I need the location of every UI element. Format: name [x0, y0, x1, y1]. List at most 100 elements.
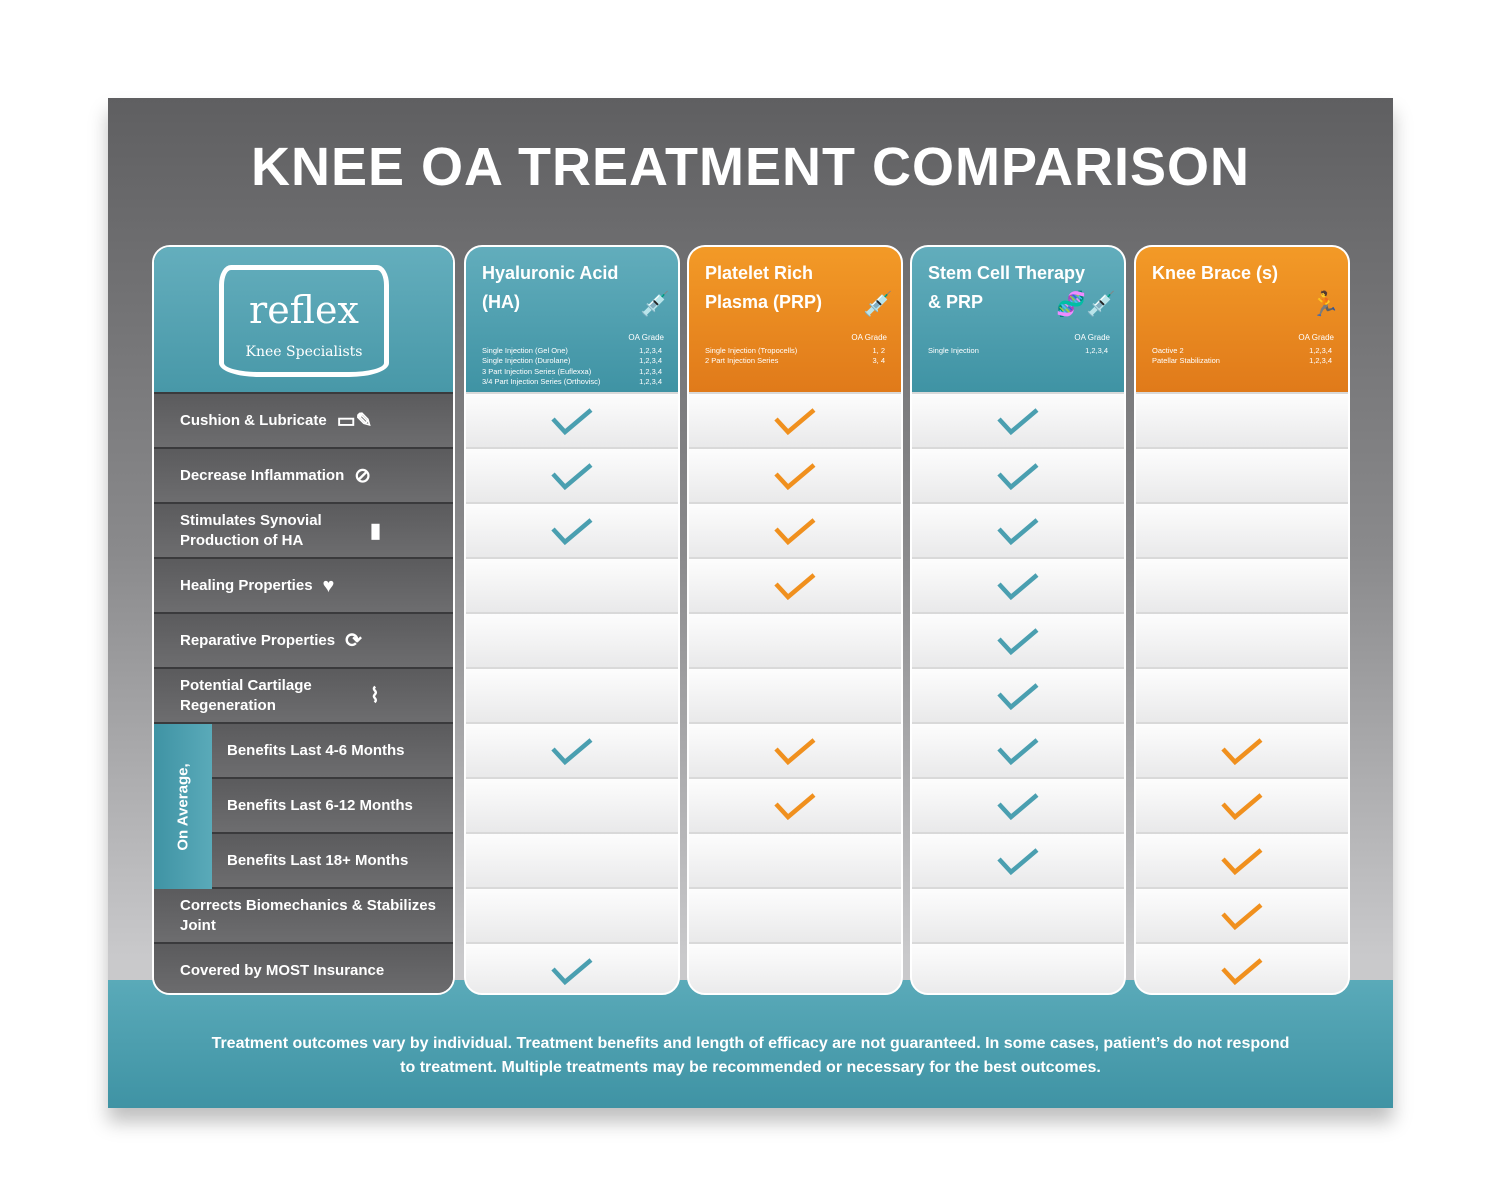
- comparison-cell: [689, 667, 901, 722]
- treatment-column: Hyaluronic Acid (HA) 💉 OA Grade Single I…: [464, 245, 680, 995]
- disclaimer-text: Treatment outcomes vary by individual. T…: [211, 1035, 1290, 1076]
- treatment-header: Knee Brace (s) 🏃 OA Grade Oactive 2 1,2,3…: [1136, 247, 1348, 392]
- checkmark-icon: [774, 517, 816, 545]
- comparison-cell: [689, 502, 901, 557]
- criteria-row: Corrects Biomechanics & Stabilizes Joint: [154, 887, 453, 942]
- criteria-label: Healing Properties: [180, 576, 313, 594]
- criteria-label: Stimulates Synovial Production of HA: [180, 511, 322, 549]
- treatment-option: Single Injection (Durolane) 1,2,3,4: [482, 356, 662, 366]
- comparison-cell: [912, 777, 1124, 832]
- comparison-cell: [1136, 667, 1348, 722]
- syringe-icon: 💉: [640, 291, 670, 318]
- logo-area: reflex Knee Specialists: [154, 247, 453, 392]
- criteria-label: Cushion & Lubricate: [180, 411, 327, 429]
- comparison-cell: [689, 887, 901, 942]
- checkmark-icon: [774, 462, 816, 490]
- comparison-cell: [466, 887, 678, 942]
- comparison-cell: [689, 832, 901, 887]
- running-person-icon: 🏃: [1310, 291, 1340, 318]
- oa-grade-label: OA Grade: [851, 333, 887, 342]
- comparison-cell: [912, 722, 1124, 777]
- treatment-header: Hyaluronic Acid (HA) 💉 OA Grade Single I…: [466, 247, 678, 392]
- checkmark-icon: [997, 627, 1039, 655]
- treatment-header: Platelet Rich Plasma (PRP) 💉 OA Grade Si…: [689, 247, 901, 392]
- comparison-cell: [1136, 942, 1348, 993]
- dna-syringe-icon: 🧬💉: [1056, 291, 1116, 318]
- checkmark-icon: [1221, 847, 1263, 875]
- comparison-cell: [689, 722, 901, 777]
- checkmark-icon: [551, 517, 593, 545]
- joint-icon: ▮: [370, 519, 382, 542]
- checkmark-icon: [997, 407, 1039, 435]
- comparison-cell: [1136, 777, 1348, 832]
- comparison-cell: [466, 612, 678, 667]
- comparison-cell: [912, 557, 1124, 612]
- infographic-card: Treatment outcomes vary by individual. T…: [108, 98, 1393, 1108]
- comparison-cell: [466, 722, 678, 777]
- criteria-label: Benefits Last 4-6 Months: [227, 741, 405, 759]
- comparison-cell: [912, 392, 1124, 447]
- refresh-gear-icon: ⟳: [345, 629, 362, 652]
- comparison-cell: [466, 502, 678, 557]
- reflex-logo: reflex Knee Specialists: [219, 265, 389, 377]
- criteria-row: Potential Cartilage Regeneration ⌇: [154, 667, 453, 722]
- treatment-name: Hyaluronic Acid (HA): [482, 263, 619, 312]
- oa-grade-label: OA Grade: [1298, 333, 1334, 342]
- treatment-name: Knee Brace (s): [1152, 263, 1279, 283]
- comparison-cell: [1136, 502, 1348, 557]
- criteria-row: Decrease Inflammation ⊘: [154, 447, 453, 502]
- comparison-cell: [689, 612, 901, 667]
- pillow-droplet-icon: ▭✎: [336, 409, 373, 432]
- treatment-column: Knee Brace (s) 🏃 OA Grade Oactive 2 1,2,3…: [1134, 245, 1350, 995]
- comparison-cell: [1136, 447, 1348, 502]
- comparison-cell: [689, 557, 901, 612]
- treatment-option: Patellar Stabilization 1,2,3,4: [1152, 356, 1332, 366]
- logo-name: reflex: [249, 288, 359, 332]
- comparison-cell: [466, 557, 678, 612]
- treatment-option: 3/4 Part Injection Series (Orthovisc) 1,2…: [482, 376, 662, 386]
- criteria-row: Stimulates Synovial Production of HA ▮: [154, 502, 453, 557]
- criteria-label: Benefits Last 18+ Months: [227, 851, 409, 869]
- comparison-cell: [1136, 887, 1348, 942]
- checkmark-icon: [997, 682, 1039, 710]
- treatment-option: Single Injection (Tropocells) 1, 2: [705, 346, 885, 355]
- checkmark-icon: [774, 792, 816, 820]
- comparison-cell: [1136, 612, 1348, 667]
- comparison-cell: [466, 832, 678, 887]
- checkmark-icon: [551, 407, 593, 435]
- on-average-label: On Average,: [154, 724, 212, 889]
- comparison-cell: [466, 392, 678, 447]
- checkmark-icon: [774, 572, 816, 600]
- syringe-icon: 💉: [863, 291, 893, 318]
- checkmark-icon: [1221, 792, 1263, 820]
- comparison-cell: [912, 447, 1124, 502]
- comparison-cell: [466, 667, 678, 722]
- treatment-option: 3 Part Injection Series (Euflexxa) 1,2,3,…: [482, 366, 662, 376]
- criteria-row: Covered by MOST Insurance: [154, 942, 453, 993]
- comparison-cell: [689, 392, 901, 447]
- knee-icon: ⌇: [370, 684, 380, 707]
- comparison-cell: [466, 777, 678, 832]
- comparison-cell: [912, 612, 1124, 667]
- criteria-row: Healing Properties ♥: [154, 557, 453, 612]
- no-fire-icon: ⊘: [354, 464, 371, 487]
- checkmark-icon: [1221, 957, 1263, 985]
- comparison-cell: [1136, 392, 1348, 447]
- criteria-label: Decrease Inflammation: [180, 466, 345, 484]
- treatment-column: Platelet Rich Plasma (PRP) 💉 OA Grade Si…: [687, 245, 903, 995]
- comparison-cell: [912, 502, 1124, 557]
- checkmark-icon: [997, 572, 1039, 600]
- comparison-cell: [466, 447, 678, 502]
- comparison-cell: [912, 832, 1124, 887]
- criteria-row: Cushion & Lubricate ▭✎: [154, 392, 453, 447]
- criteria-row: Reparative Properties ⟳: [154, 612, 453, 667]
- logo-tagline: Knee Specialists: [245, 344, 363, 360]
- checkmark-icon: [997, 847, 1039, 875]
- checkmark-icon: [551, 957, 593, 985]
- comparison-cell: [912, 667, 1124, 722]
- oa-grade-label: OA Grade: [628, 333, 664, 342]
- comparison-cell: [912, 942, 1124, 993]
- checkmark-icon: [1221, 902, 1263, 930]
- treatment-column: Stem Cell Therapy & PRP 🧬💉 OA Grade Sing…: [910, 245, 1126, 995]
- checkmark-icon: [774, 407, 816, 435]
